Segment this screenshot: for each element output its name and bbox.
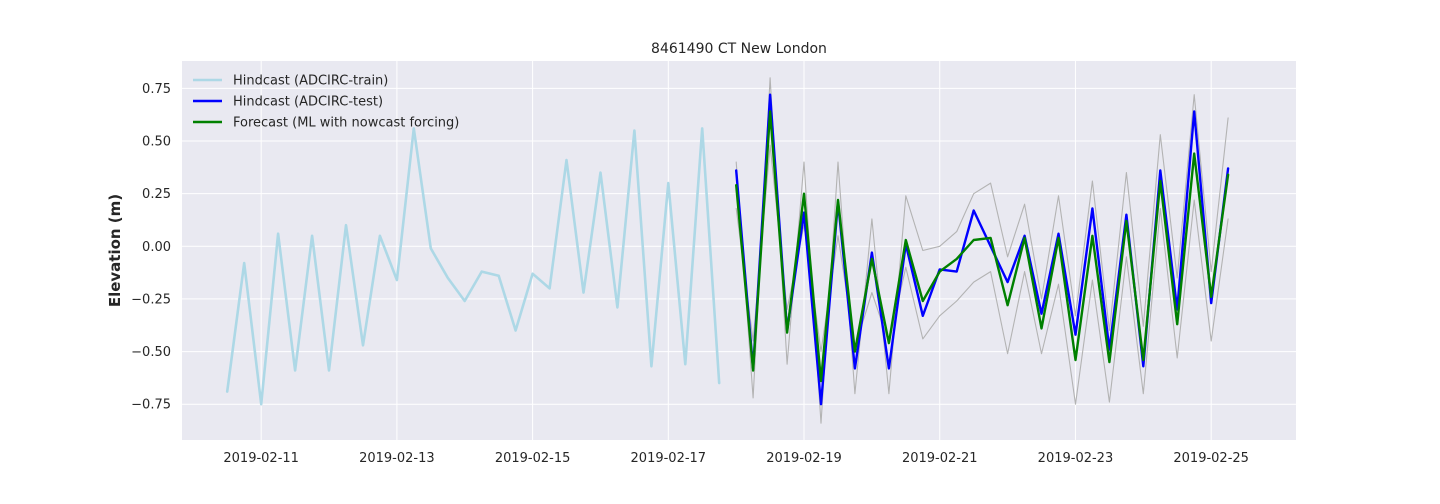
x-tick-label: 2019-02-17	[631, 451, 707, 466]
x-tick-label: 2019-02-13	[359, 451, 435, 466]
x-tick-label: 2019-02-19	[766, 451, 842, 466]
series-line-0	[225, 127, 721, 406]
legend-label: Forecast (ML with nowcast forcing)	[233, 116, 459, 131]
x-tick-label: 2019-02-11	[223, 451, 299, 466]
legend-label: Hindcast (ADCIRC-train)	[233, 74, 388, 89]
series-layer	[225, 77, 1230, 424]
x-tick-label: 2019-02-25	[1173, 451, 1249, 466]
y-tick-label: −0.50	[131, 345, 171, 360]
grid-layer	[182, 61, 1296, 440]
chart-title: 8461490 CT New London	[651, 41, 827, 57]
legend: Hindcast (ADCIRC-train) Hindcast (ADCIRC-…	[193, 74, 459, 131]
series-line-2	[735, 110, 1230, 383]
x-tick-label: 2019-02-21	[902, 451, 978, 466]
y-tick-label: 0.25	[142, 187, 171, 202]
y-axis-label: Elevation (m)	[106, 194, 124, 307]
y-tick-label: −0.25	[131, 292, 171, 307]
legend-label: Hindcast (ADCIRC-test)	[233, 95, 383, 110]
x-tick-label: 2019-02-15	[495, 451, 571, 466]
y-tick-label: 0.50	[142, 135, 171, 150]
uncertainty-bound-line	[735, 144, 1229, 405]
axis-layer: −0.75 −0.50 −0.25 0.00 0.25 0.50 0.75 2019-02-1…	[131, 82, 1249, 466]
y-tick-label: 0.75	[142, 82, 171, 97]
x-tick-label: 2019-02-23	[1038, 451, 1114, 466]
y-tick-label: 0.00	[142, 240, 171, 255]
plot-background	[182, 61, 1296, 440]
y-tick-label: −0.75	[131, 398, 171, 413]
